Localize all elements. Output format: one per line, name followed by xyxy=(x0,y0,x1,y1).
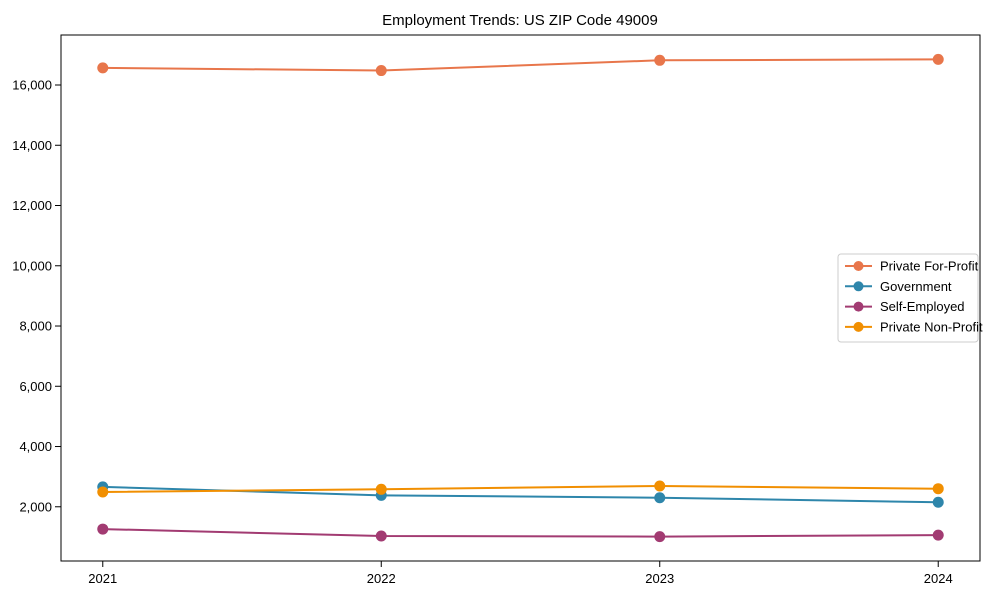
y-axis-tick-label: 8,000 xyxy=(19,319,52,334)
legend-swatch-marker-private-for-profit xyxy=(853,261,864,271)
legend-label-self-employed: Self-Employed xyxy=(880,299,965,314)
series-line-private-non-profit xyxy=(102,484,939,494)
x-axis-tick-label: 2024 xyxy=(924,571,953,586)
series-line-government xyxy=(102,485,939,504)
y-axis-tick-label: 14,000 xyxy=(12,138,52,153)
data-point-self-employed-2021 xyxy=(97,523,109,535)
data-point-private-non-profit-2024 xyxy=(932,483,944,495)
y-axis-tick-label: 10,000 xyxy=(12,258,52,273)
data-point-self-employed-2022 xyxy=(375,530,387,542)
x-axis-tick-label: 2022 xyxy=(367,571,396,586)
chart-title: Employment Trends: US ZIP Code 49009 xyxy=(382,12,658,29)
x-axis-tick-label: 2021 xyxy=(88,571,117,586)
y-axis-tick-label: 12,000 xyxy=(12,198,52,213)
legend-label-government: Government xyxy=(880,279,952,294)
x-axis-tick-label: 2023 xyxy=(645,571,674,586)
legend-label-private-for-profit: Private For-Profit xyxy=(880,259,979,274)
series-line-self-employed xyxy=(102,528,939,538)
y-axis-tick-label: 2,000 xyxy=(19,499,52,514)
plot-border xyxy=(60,34,981,562)
y-axis-tick-label: 16,000 xyxy=(12,78,52,93)
series-line-private-for-profit xyxy=(102,58,939,72)
data-point-private-non-profit-2021 xyxy=(97,486,109,498)
data-point-private-for-profit-2024 xyxy=(932,53,944,65)
data-point-government-2024 xyxy=(932,496,944,508)
y-axis-tick-label: 6,000 xyxy=(19,379,52,394)
legend-swatch-marker-private-non-profit xyxy=(853,321,864,332)
legend-swatch-marker-self-employed xyxy=(853,301,864,312)
data-point-self-employed-2023 xyxy=(654,531,666,543)
data-point-private-non-profit-2023 xyxy=(654,480,666,492)
legend-swatch-marker-government xyxy=(853,281,864,292)
data-point-self-employed-2024 xyxy=(932,529,944,541)
data-point-private-for-profit-2023 xyxy=(654,54,666,66)
plot-area: 2,000 4,000 6,000 8,000 10,000 12,000 14,000 16… xyxy=(12,34,983,586)
data-point-government-2023 xyxy=(654,492,666,504)
y-axis-tick-label: 4,000 xyxy=(19,439,52,454)
data-point-private-for-profit-2021 xyxy=(97,62,109,74)
legend-box xyxy=(837,253,979,343)
data-point-private-for-profit-2022 xyxy=(375,65,387,77)
data-point-private-non-profit-2022 xyxy=(375,483,387,495)
legend-label-private-non-profit: Private Non-Profit xyxy=(880,319,983,334)
